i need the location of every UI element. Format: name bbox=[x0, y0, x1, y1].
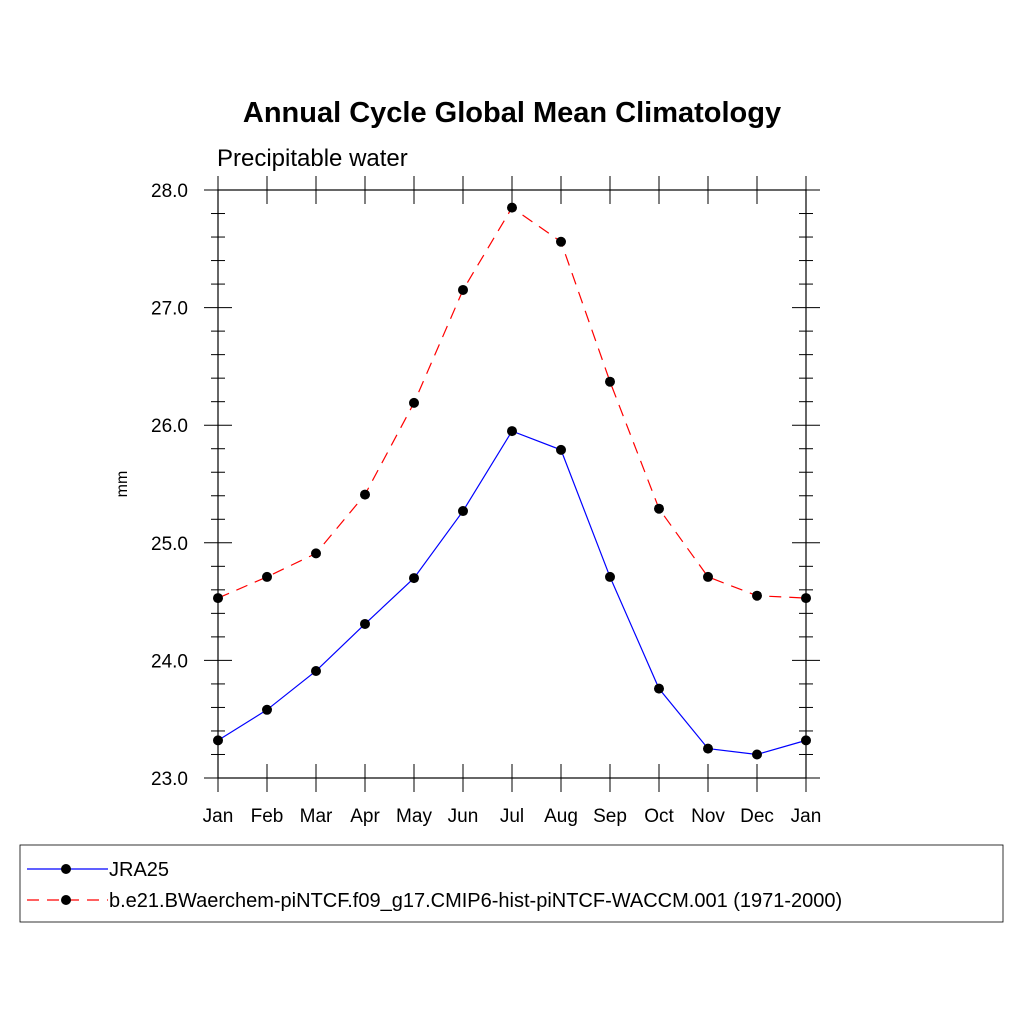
data-point bbox=[556, 236, 566, 247]
x-tick-label: Dec bbox=[740, 806, 774, 827]
data-point bbox=[801, 735, 811, 746]
data-point bbox=[507, 202, 517, 213]
data-point bbox=[213, 593, 223, 604]
x-tick-label: Sep bbox=[593, 806, 627, 827]
chart-title: Annual Cycle Global Mean Climatology bbox=[243, 97, 781, 129]
x-tick-label: Jul bbox=[500, 806, 524, 827]
series-line bbox=[217, 206, 807, 599]
legend-label: b.e21.BWaerchem-piNTCF.f09_g17.CMIP6-his… bbox=[109, 890, 842, 912]
data-point bbox=[311, 548, 321, 559]
data-point bbox=[654, 683, 664, 694]
legend-marker bbox=[61, 895, 71, 905]
y-tick-label: 24.0 bbox=[151, 651, 188, 672]
x-tick-labels: Jan Feb Mar Apr May Jun Jul Aug Sep Oct Nov Dec Jan bbox=[203, 806, 822, 827]
x-tick-label: May bbox=[396, 806, 432, 827]
y-axis-label: mm bbox=[114, 471, 131, 498]
data-point bbox=[752, 749, 762, 760]
data-point bbox=[654, 503, 664, 514]
y-tick-label: 28.0 bbox=[151, 181, 188, 202]
data-point bbox=[458, 284, 468, 295]
data-point bbox=[556, 444, 566, 455]
x-tick-label: Aug bbox=[544, 806, 578, 827]
data-point bbox=[409, 573, 419, 584]
data-point bbox=[703, 571, 713, 582]
y-tick-labels: 23.0 24.0 25.0 26.0 27.0 28.0 bbox=[151, 181, 188, 790]
data-point bbox=[507, 426, 517, 437]
x-tick-label: Jan bbox=[203, 806, 234, 827]
series-line bbox=[217, 430, 807, 756]
legend-marker bbox=[61, 864, 71, 874]
data-point bbox=[262, 571, 272, 582]
y-tick-label: 25.0 bbox=[151, 534, 188, 555]
legend-label: JRA25 bbox=[109, 859, 169, 881]
series-1 bbox=[213, 426, 811, 760]
legend-item-2: b.e21.BWaerchem-piNTCF.f09_g17.CMIP6-his… bbox=[27, 890, 842, 912]
series-2 bbox=[213, 202, 811, 604]
data-point bbox=[409, 397, 419, 408]
data-point bbox=[605, 376, 615, 387]
x-tick-label: Oct bbox=[644, 806, 674, 827]
data-point bbox=[752, 590, 762, 601]
x-tick-label: Jun bbox=[448, 806, 479, 827]
series-layer bbox=[213, 202, 811, 760]
data-point bbox=[801, 593, 811, 604]
y-tick-label: 27.0 bbox=[151, 299, 188, 320]
x-tick-label: Jan bbox=[791, 806, 822, 827]
legend: JRA25 b.e21.BWaerchem-piNTCF.f09_g17.CMIP… bbox=[27, 859, 842, 912]
axis-ticks bbox=[204, 176, 820, 792]
data-point bbox=[360, 618, 370, 629]
data-point bbox=[360, 489, 370, 500]
data-point bbox=[458, 506, 468, 517]
data-point bbox=[213, 735, 223, 746]
x-tick-label: Nov bbox=[691, 806, 725, 827]
chart-subtitle: Precipitable water bbox=[217, 145, 408, 172]
legend-box bbox=[19, 844, 1004, 923]
legend-item-1: JRA25 bbox=[27, 859, 169, 881]
x-tick-label: Mar bbox=[300, 806, 333, 827]
x-tick-label: Feb bbox=[251, 806, 284, 827]
data-point bbox=[605, 571, 615, 582]
data-point bbox=[311, 665, 321, 676]
data-point bbox=[262, 704, 272, 715]
plot-frame bbox=[217, 189, 807, 779]
y-tick-label: 23.0 bbox=[151, 769, 188, 790]
x-tick-label: Apr bbox=[350, 806, 380, 827]
y-tick-label: 26.0 bbox=[151, 416, 188, 437]
data-point bbox=[703, 743, 713, 754]
